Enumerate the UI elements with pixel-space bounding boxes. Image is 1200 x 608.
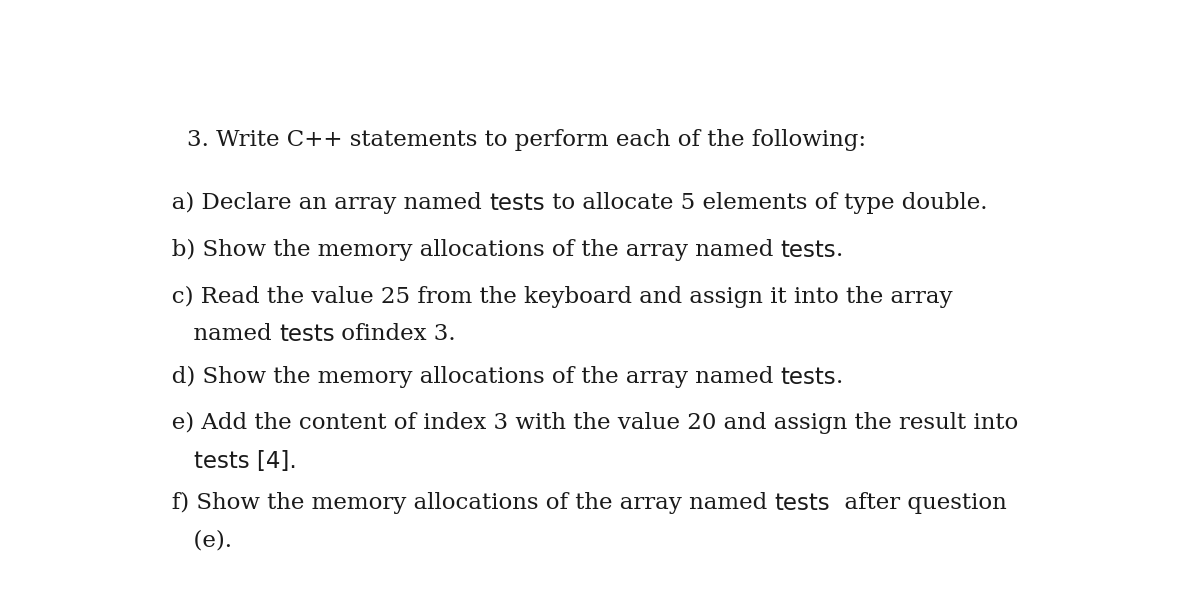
Text: named: named [150,323,278,345]
Text: d) Show the memory allocations of the array named: d) Show the memory allocations of the ar… [150,365,781,388]
Text: tests: tests [490,192,545,215]
Text: e) Add the content of index 3 with the value 20 and assign the result into: e) Add the content of index 3 with the v… [150,412,1019,435]
Text: f) Show the memory allocations of the array named: f) Show the memory allocations of the ar… [150,492,774,514]
Text: tests: tests [278,323,335,347]
Text: (e).: (e). [150,530,232,551]
Text: .: . [836,239,844,261]
Text: .: . [836,365,844,387]
Text: b) Show the memory allocations of the array named: b) Show the memory allocations of the ar… [150,239,781,261]
Text: c) Read the value 25 from the keyboard and assign it into the array: c) Read the value 25 from the keyboard a… [150,286,953,308]
Text: tests: tests [774,492,830,515]
Text: a) Declare an array named: a) Declare an array named [150,192,490,215]
Text: to allocate 5 elements of type double.: to allocate 5 elements of type double. [545,192,988,215]
Text: 3. Write C++ statements to perform each of the following:: 3. Write C++ statements to perform each … [187,129,866,151]
Text: tests [4].: tests [4]. [193,450,296,473]
Text: tests: tests [781,239,836,262]
Text: tests: tests [781,365,836,389]
Text: ofindex 3.: ofindex 3. [335,323,456,345]
Text: after question: after question [830,492,1007,514]
